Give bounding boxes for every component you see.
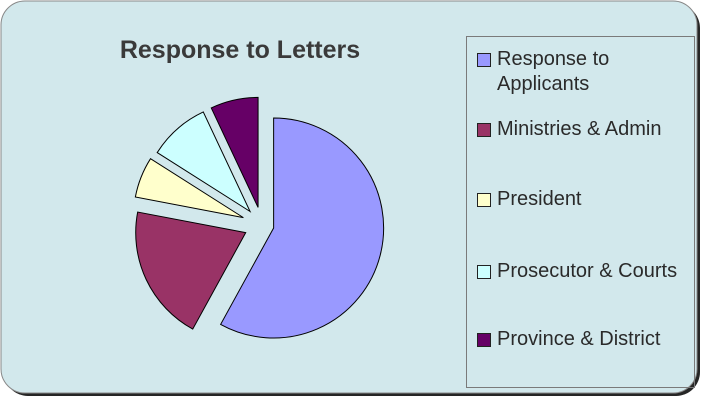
legend-item: Ministries & Admin	[477, 117, 692, 142]
legend-item: Prosecutor & Courts	[477, 259, 692, 284]
legend-label: Province & District	[497, 328, 661, 350]
legend-label: Response to Applicants	[497, 48, 610, 95]
pie-plot	[134, 96, 385, 339]
legend-label: Ministries & Admin	[497, 118, 662, 140]
legend-swatch	[477, 333, 491, 347]
legend: Response to Applicants Ministries & Admin…	[466, 36, 695, 388]
pie-slice-4	[156, 111, 252, 213]
legend-label: President	[497, 188, 582, 210]
legend-item: Province & District	[477, 327, 692, 352]
chart-title: Response to Letters	[119, 36, 361, 64]
legend-item: President	[477, 187, 692, 212]
legend-swatch	[477, 123, 491, 137]
legend-swatch	[477, 53, 491, 67]
legend-swatch	[477, 265, 491, 279]
legend-item: Response to Applicants	[477, 47, 692, 97]
pie-slice-5	[210, 96, 259, 208]
pie-slice-2	[135, 211, 247, 330]
legend-swatch	[477, 193, 491, 207]
pie-slice-3	[134, 158, 244, 219]
pie-slice-1	[219, 117, 385, 339]
legend-label: Prosecutor & Courts	[497, 260, 678, 282]
